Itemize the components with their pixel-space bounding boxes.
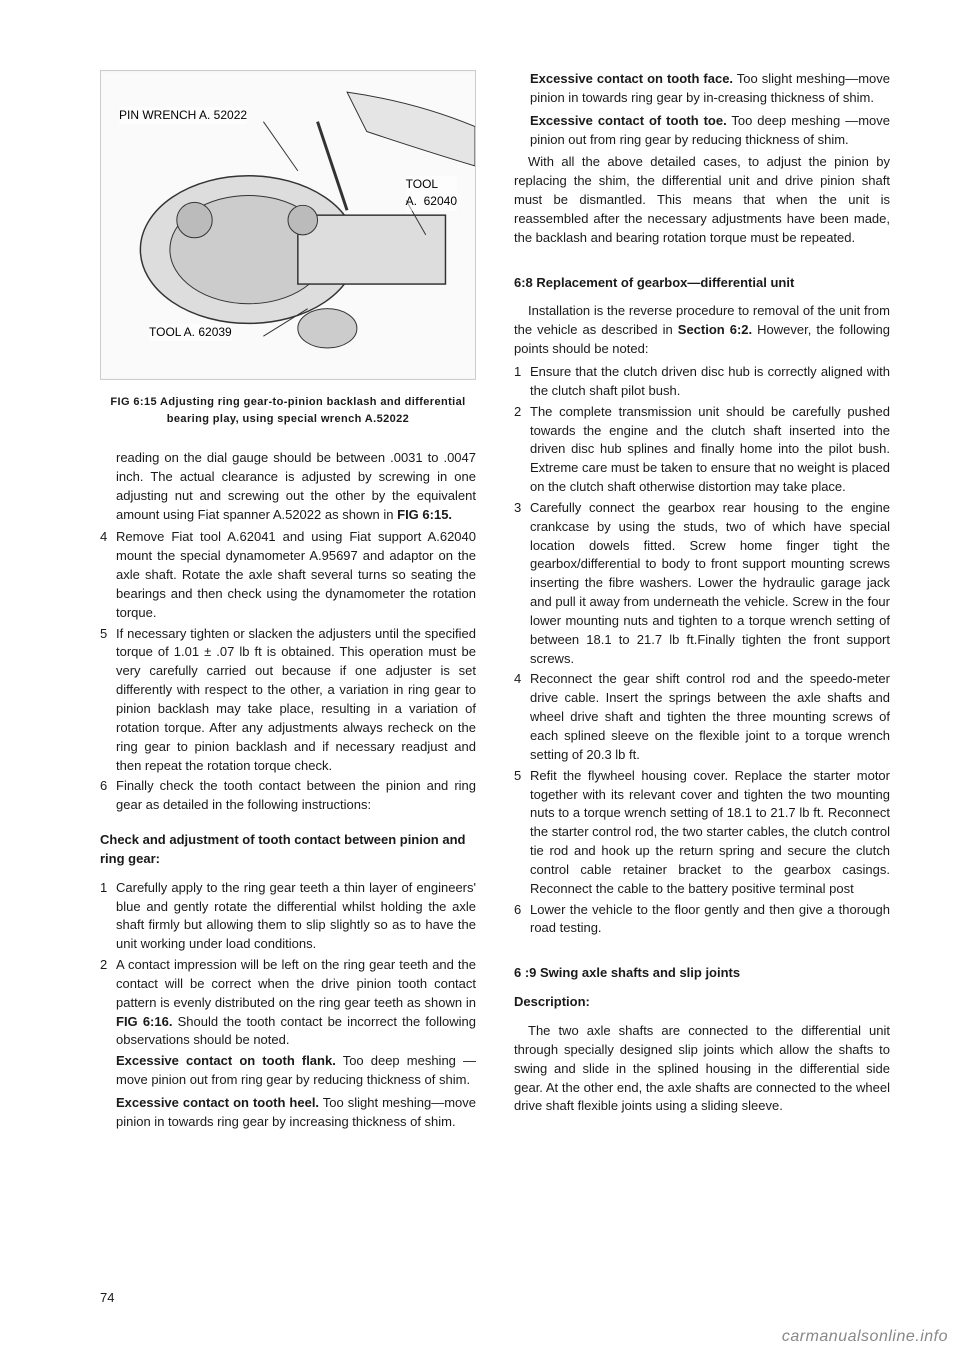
- section-6-9-desc: Description:: [514, 993, 890, 1012]
- list-num: 2: [514, 403, 530, 497]
- exc-bold: Excessive contact on tooth heel.: [116, 1095, 319, 1110]
- s68-item-1: 1 Ensure that the clutch driven disc hub…: [514, 363, 890, 401]
- excessive-flank: Excessive contact on tooth flank. Too de…: [100, 1052, 476, 1090]
- figure-label-tool-bottom: TOOL A. 62039: [149, 324, 232, 341]
- list-text: Reconnect the gear shift control rod and…: [530, 670, 890, 764]
- intro-bold: Section 6:2.: [678, 322, 752, 337]
- list-text: Lower the vehicle to the floor gently an…: [530, 901, 890, 939]
- check-item-2: 2 A contact impression will be left on t…: [100, 956, 476, 1050]
- exc-bold: Excessive contact on tooth flank.: [116, 1053, 336, 1068]
- s68-item-6: 6 Lower the vehicle to the floor gently …: [514, 901, 890, 939]
- s68-item-3: 3 Carefully connect the gearbox rear hou…: [514, 499, 890, 669]
- check-item-1: 1 Carefully apply to the ring gear teeth…: [100, 879, 476, 954]
- list-item-5: 5 If necessary tighten or slacken the ad…: [100, 625, 476, 776]
- watermark: carmanualsonline.info: [782, 1325, 948, 1348]
- list-num: 5: [100, 625, 116, 776]
- section-6-9-heading: 6 :9 Swing axle shafts and slip joints: [514, 964, 890, 983]
- continuation-bold: FIG 6:15.: [397, 507, 452, 522]
- subheading-check: Check and adjustment of tooth contact be…: [100, 831, 476, 869]
- excessive-heel: Excessive contact on tooth heel. Too sli…: [100, 1094, 476, 1132]
- left-column: PIN WRENCH A. 52022 TOOL A. 62040 TOOL A…: [100, 70, 476, 1136]
- s68-item-5: 5 Refit the flywheel housing cover. Repl…: [514, 767, 890, 899]
- figure-label-pin-wrench: PIN WRENCH A. 52022: [119, 107, 247, 124]
- figure-caption: FIG 6:15 Adjusting ring gear-to-pinion b…: [100, 394, 476, 427]
- check2-bold: FIG 6:16.: [116, 1014, 172, 1029]
- page-content: PIN WRENCH A. 52022 TOOL A. 62040 TOOL A…: [0, 0, 960, 1176]
- check2-pre: A contact impression will be left on the…: [116, 957, 476, 1010]
- list-item-6: 6 Finally check the tooth contact betwee…: [100, 777, 476, 815]
- list-num: 3: [514, 499, 530, 669]
- list-num: 2: [100, 956, 116, 1050]
- figure-6-15: PIN WRENCH A. 52022 TOOL A. 62040 TOOL A…: [100, 70, 476, 380]
- list-num: 5: [514, 767, 530, 899]
- list-num: 4: [514, 670, 530, 764]
- list-num: 6: [514, 901, 530, 939]
- list-text: Carefully connect the gearbox rear housi…: [530, 499, 890, 669]
- section-6-9-text: The two axle shafts are connected to the…: [514, 1022, 890, 1116]
- s68-item-4: 4 Reconnect the gear shift control rod a…: [514, 670, 890, 764]
- list-text: Carefully apply to the ring gear teeth a…: [116, 879, 476, 954]
- list-text: Refit the flywheel housing cover. Replac…: [530, 767, 890, 899]
- with-all-para: With all the above detailed cases, to ad…: [514, 153, 890, 247]
- right-column: Excessive contact on tooth face. Too sli…: [514, 70, 890, 1136]
- list-item-4: 4 Remove Fiat tool A.62041 and using Fia…: [100, 528, 476, 622]
- exc-bold: Excessive contact on tooth face.: [530, 71, 733, 86]
- list-num: 1: [100, 879, 116, 954]
- list-text: If necessary tighten or slacken the adju…: [116, 625, 476, 776]
- list-text: Remove Fiat tool A.62041 and using Fiat …: [116, 528, 476, 622]
- list-text: Ensure that the clutch driven disc hub i…: [530, 363, 890, 401]
- list-num: 6: [100, 777, 116, 815]
- list-num: 4: [100, 528, 116, 622]
- list-text: The complete transmission unit should be…: [530, 403, 890, 497]
- continuation-text: reading on the dial gauge should be betw…: [100, 449, 476, 524]
- list-text: A contact impression will be left on the…: [116, 956, 476, 1050]
- exc-bold: Excessive contact of tooth toe.: [530, 113, 727, 128]
- figure-label-tool-right: TOOL A. 62040: [406, 176, 457, 211]
- list-num: 1: [514, 363, 530, 401]
- excessive-toe: Excessive contact of tooth toe. Too deep…: [514, 112, 890, 150]
- section-6-8-intro: Installation is the reverse procedure to…: [514, 302, 890, 359]
- list-text: Finally check the tooth contact between …: [116, 777, 476, 815]
- excessive-face: Excessive contact on tooth face. Too sli…: [514, 70, 890, 108]
- section-6-8-heading: 6:8 Replacement of gearbox—differential …: [514, 274, 890, 293]
- s68-item-2: 2 The complete transmission unit should …: [514, 403, 890, 497]
- page-number: 74: [100, 1289, 114, 1308]
